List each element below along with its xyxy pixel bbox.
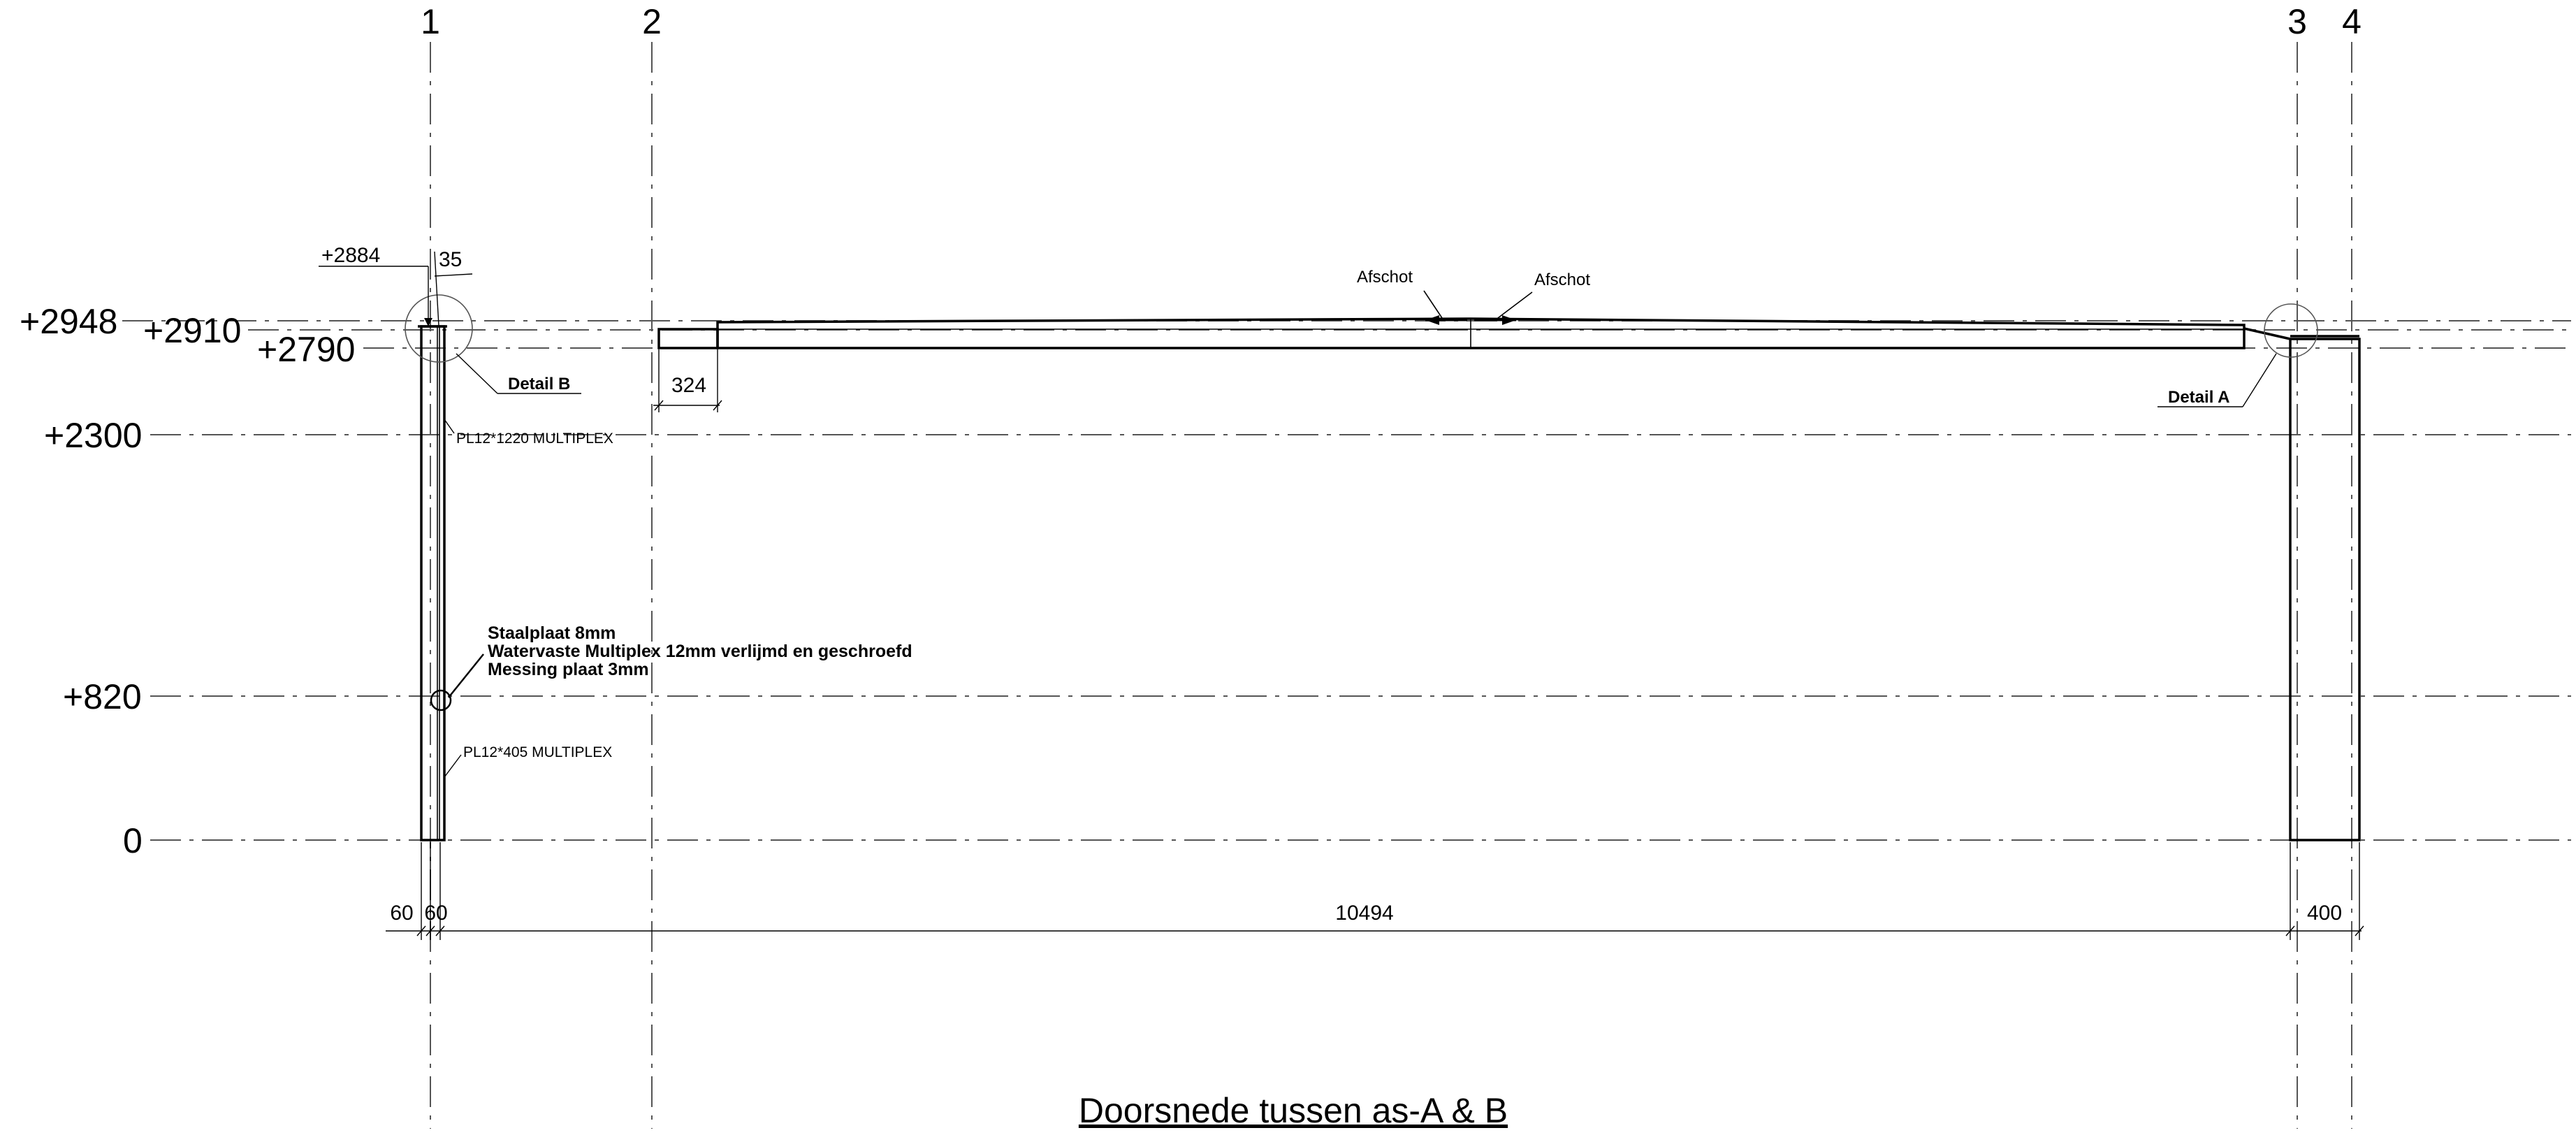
- level-label-2948: +2948: [20, 302, 117, 341]
- material-note-2: Watervaste Multiplex 12mm verlijmd en ge…: [488, 642, 912, 661]
- level-label-2910: +2910: [143, 311, 241, 350]
- bottom-tick-4: [2285, 925, 2295, 937]
- level-2884-arrow: [424, 318, 432, 326]
- gap-35-ext: [434, 251, 439, 326]
- slope-markers: Afschot Afschot: [1357, 268, 1590, 325]
- plate-labels: PL12*1220 MULTIPLEX PL12*405 MULTIPLEX: [444, 419, 613, 778]
- bottom-dim-60-left: 60: [390, 902, 413, 925]
- detail-labels: Detail B Detail A: [456, 353, 2277, 407]
- bottom-dim-400: 400: [2307, 902, 2342, 925]
- detail-b-label: Detail B: [508, 375, 570, 393]
- material-note-3: Messing plaat 3mm: [488, 660, 649, 679]
- connection-circle: [430, 689, 452, 711]
- slope-leader-left: [1423, 290, 1444, 321]
- left-wall-outline: [420, 325, 446, 841]
- slope-arrowhead-left: [1425, 315, 1439, 325]
- level-label-0: 0: [123, 821, 143, 860]
- overhang-tick-left: [654, 400, 664, 411]
- detail-a-label: Detail A: [2168, 388, 2229, 407]
- axis-label-3: 3: [2287, 2, 2307, 41]
- overhang-tick-right: [713, 400, 722, 411]
- material-notes: Staalplaat 8mm Watervaste Multiplex 12mm…: [448, 623, 912, 698]
- top-dimensions: +2884 35: [319, 244, 473, 326]
- overhang-label: 324: [671, 374, 706, 397]
- axis-label-2: 2: [642, 2, 662, 41]
- roof-to-wall: [2243, 327, 2291, 340]
- level-label-2790: +2790: [257, 330, 355, 369]
- overhang-dimension: 324: [653, 349, 722, 412]
- plate-upper-label: PL12*1220 MULTIPLEX: [456, 431, 613, 447]
- roof-beam: [716, 317, 2246, 349]
- bottom-tick-5: [2355, 925, 2364, 937]
- gap-35-label: 35: [439, 248, 462, 271]
- material-note-1: Staalplaat 8mm: [488, 623, 616, 643]
- gap-35-leader: [434, 273, 473, 277]
- plate-upper-leader: [444, 419, 455, 434]
- axis-label-1: 1: [421, 2, 440, 41]
- roof-slab: [657, 317, 2291, 349]
- bottom-dim-60-right: 60: [424, 902, 447, 925]
- bottom-tick-3: [435, 925, 445, 937]
- right-wall-outline: [2289, 338, 2361, 841]
- bottom-tick-2: [425, 925, 435, 937]
- level-grid: +2948 +2910 +2790 +2300 +820 0: [20, 302, 2571, 860]
- detail-a-circle: [2264, 303, 2318, 358]
- material-note-leader: [448, 653, 484, 698]
- slope-arrowhead-right: [1502, 315, 1516, 325]
- bottom-tick-1: [416, 925, 426, 937]
- bottom-dim-10494: 10494: [1335, 902, 1393, 925]
- level-label-2300: +2300: [44, 416, 142, 455]
- detail-a-leader: [2242, 353, 2277, 407]
- overhang-end: [657, 328, 719, 349]
- plate-lower-label: PL12*405 MULTIPLEX: [463, 744, 612, 760]
- right-wall: [2264, 303, 2361, 841]
- slope-label-left: Afschot: [1357, 268, 1413, 287]
- left-wall: [405, 294, 473, 841]
- axis-label-4: 4: [2342, 2, 2362, 41]
- bottom-dimensions: 60 60 10494 400: [386, 842, 2364, 940]
- drawing-title: Doorsnede tussen as-A & B: [1079, 1091, 1508, 1130]
- level-2884-label: +2884: [321, 244, 380, 267]
- slope-label-right: Afschot: [1534, 270, 1590, 289]
- level-label-820: +820: [63, 677, 142, 716]
- detail-b-circle: [405, 294, 473, 363]
- slope-leader-right: [1494, 291, 1533, 321]
- plate-lower-leader: [444, 754, 462, 778]
- axis-grid: 1 2 3 4: [421, 2, 2362, 1129]
- detail-b-leader: [456, 353, 498, 394]
